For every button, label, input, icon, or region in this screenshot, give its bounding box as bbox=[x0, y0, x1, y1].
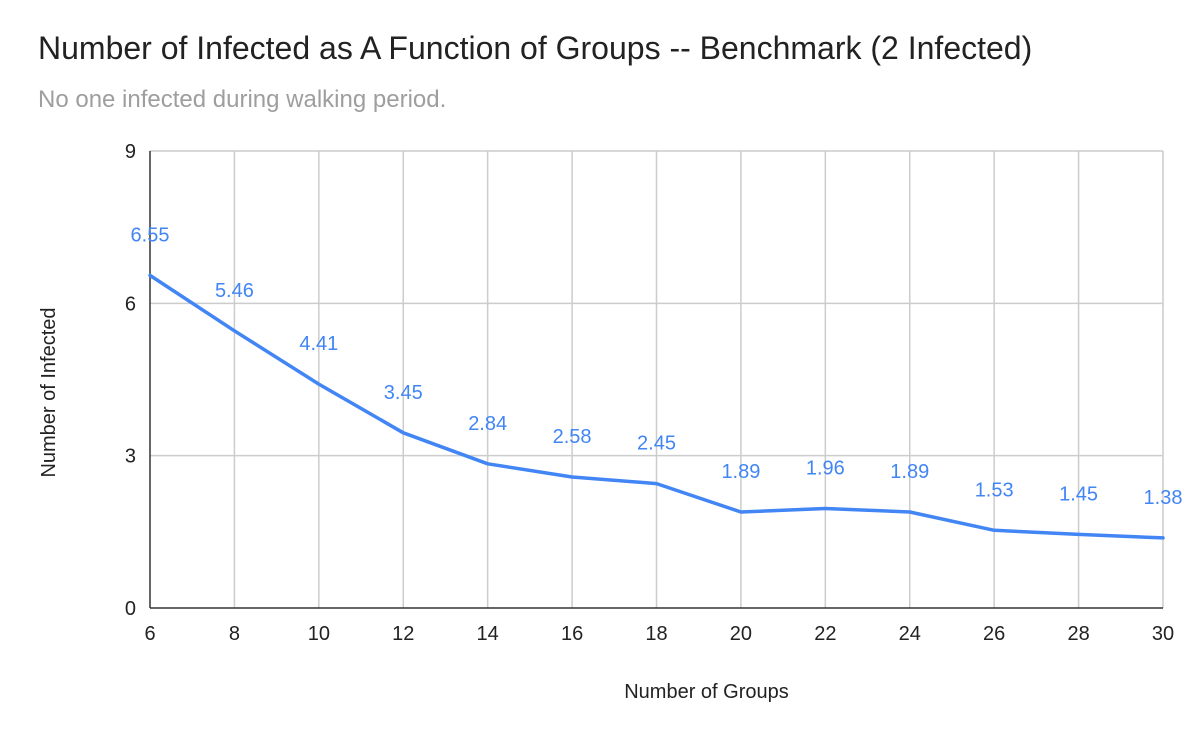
axes bbox=[149, 151, 1163, 609]
series bbox=[148, 273, 1165, 540]
x-tick-label: 12 bbox=[392, 623, 414, 645]
y-axis-label: Number of Infected bbox=[38, 307, 60, 477]
x-tick-label: 18 bbox=[645, 623, 667, 645]
chart-subtitle: No one infected during walking period. bbox=[38, 86, 447, 113]
data-label: 1.89 bbox=[721, 461, 760, 483]
data-label: 3.45 bbox=[384, 382, 423, 404]
x-tick-label: 8 bbox=[229, 623, 240, 645]
x-tick-label: 26 bbox=[983, 623, 1005, 645]
data-label: 1.38 bbox=[1144, 487, 1183, 509]
data-label: 4.41 bbox=[299, 333, 338, 355]
data-label: 1.89 bbox=[890, 461, 929, 483]
data-label: 2.58 bbox=[553, 426, 592, 448]
y-tick-label: 3 bbox=[125, 446, 136, 468]
data-label: 1.96 bbox=[806, 457, 845, 479]
x-tick-label: 24 bbox=[899, 623, 921, 645]
y-tick-label: 6 bbox=[125, 293, 136, 315]
y-tick-label: 9 bbox=[125, 141, 136, 163]
chart-title: Number of Infected as A Function of Grou… bbox=[38, 30, 1033, 66]
data-label: 2.45 bbox=[637, 433, 676, 455]
data-label: 1.53 bbox=[975, 479, 1014, 501]
x-tick-label: 16 bbox=[561, 623, 583, 645]
x-tick-label: 10 bbox=[308, 623, 330, 645]
x-tick-labels: 6 8 10 12 14 16 18 20 22 24 26 28 30 bbox=[144, 623, 1174, 645]
x-tick-label: 28 bbox=[1067, 623, 1089, 645]
data-label: 6.55 bbox=[131, 224, 170, 246]
x-tick-label: 30 bbox=[1152, 623, 1174, 645]
x-tick-label: 22 bbox=[814, 623, 836, 645]
data-label: 1.45 bbox=[1059, 483, 1098, 505]
x-axis-label: Number of Groups bbox=[624, 681, 789, 703]
y-tick-label: 0 bbox=[125, 598, 136, 620]
x-tick-label: 14 bbox=[477, 623, 499, 645]
data-label: 5.46 bbox=[215, 280, 254, 302]
grid bbox=[150, 150, 1164, 608]
data-labels: 6.55 5.46 4.41 3.45 2.84 2.58 2.45 1.89 1.96 1.89… bbox=[131, 224, 1183, 509]
data-label: 2.84 bbox=[468, 413, 507, 435]
x-tick-label: 20 bbox=[730, 623, 752, 645]
x-tick-label: 6 bbox=[144, 623, 155, 645]
y-tick-labels: 0 3 6 9 bbox=[125, 141, 136, 620]
